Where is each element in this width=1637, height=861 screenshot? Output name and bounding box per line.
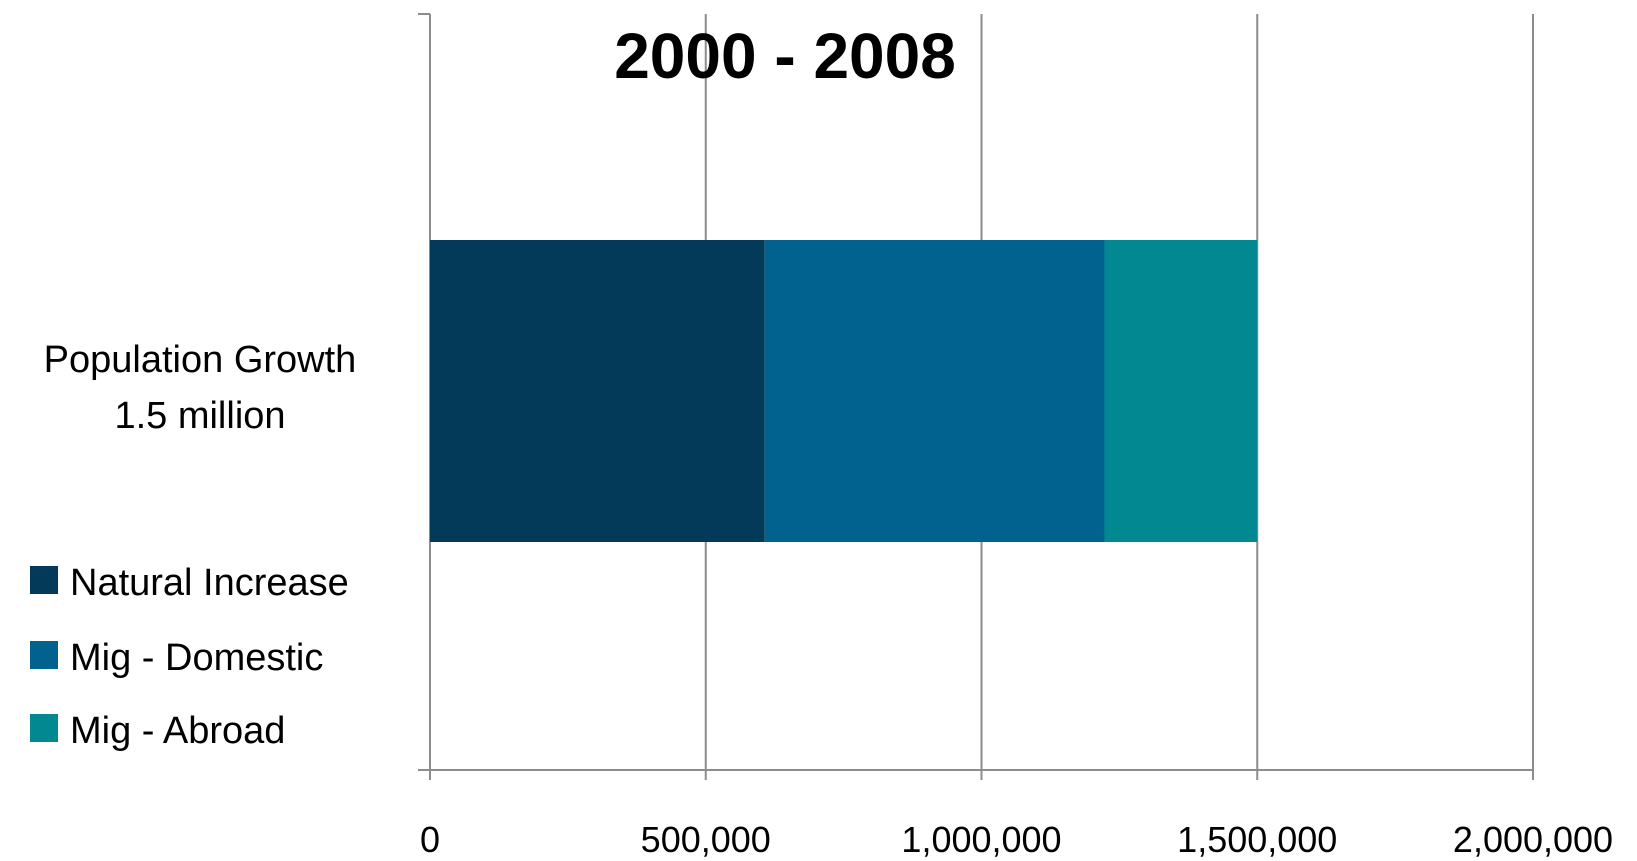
legend-swatch [30,714,58,742]
legend-swatch [30,566,58,594]
chart-title: 2000 - 2008 [614,20,956,92]
bar-mig-domestic [764,240,1105,542]
legend-label: Mig - Domestic [70,637,323,679]
category-label-line-1: Population Growth [44,339,357,381]
bars [430,240,1258,542]
category-label-line-2: 1.5 million [114,395,285,437]
x-tick-label: 500,000 [641,819,771,860]
legend-label: Natural Increase [70,562,349,604]
bar-natural-increase [430,240,765,542]
x-tick-label: 2,000,000 [1453,819,1613,860]
x-tick-label: 0 [420,819,440,860]
x-tick-label: 1,500,000 [1177,819,1337,860]
x-tick-labels: 0 500,000 1,000,000 1,500,000 2,000,000 [420,819,1613,860]
bar-mig-abroad [1104,240,1258,542]
legend-label: Mig - Abroad [70,710,285,752]
x-tick-label: 1,000,000 [901,819,1061,860]
legend-swatch [30,641,58,669]
legend: Natural Increase Mig - Domestic Mig - Abro… [30,562,349,752]
